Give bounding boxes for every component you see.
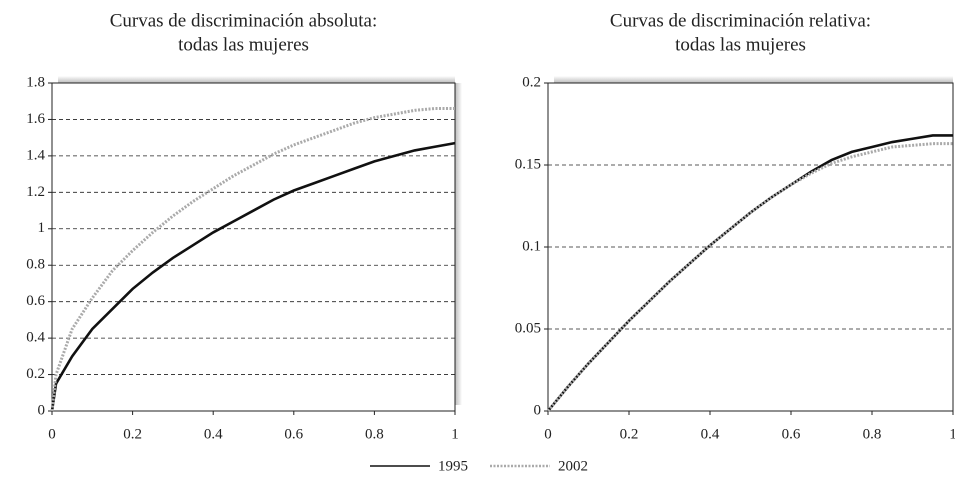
plot-frame <box>51 82 456 412</box>
y-tick-label: 0.1 <box>522 238 541 254</box>
series-line <box>546 142 953 412</box>
series-line <box>50 141 456 412</box>
legend-label: 1995 <box>438 458 468 474</box>
shadow <box>554 76 953 83</box>
x-tick-label: 0.8 <box>863 426 882 442</box>
chart-title: todas las mujeres <box>178 34 309 55</box>
series-line <box>50 107 455 412</box>
y-tick-label: 0.6 <box>26 293 45 309</box>
x-tick-label: 0.6 <box>782 426 801 442</box>
shadow <box>58 76 455 83</box>
y-tick-label: 0.05 <box>515 320 541 336</box>
y-tick-label: 0 <box>38 402 46 418</box>
chart-title: Curvas de discriminación absoluta: <box>110 10 378 31</box>
x-tick-label: 0.2 <box>620 426 639 442</box>
chart-title: todas las mujeres <box>675 34 806 55</box>
y-tick-label: 0.15 <box>515 156 541 172</box>
x-tick-label: 0.4 <box>701 426 720 442</box>
chart-title: Curvas de discriminación relativa: <box>610 10 871 31</box>
y-tick-label: 1.6 <box>26 111 45 127</box>
y-tick-label: 0.4 <box>26 330 45 346</box>
shadow <box>455 83 462 405</box>
x-tick-label: 1 <box>451 426 459 442</box>
x-tick-label: 0.8 <box>365 426 384 442</box>
x-tick-label: 0.4 <box>204 426 223 442</box>
y-tick-label: 1.8 <box>26 74 45 90</box>
x-tick-label: 0.2 <box>123 426 142 442</box>
y-tick-label: 1.2 <box>26 184 45 200</box>
y-tick-label: 0.2 <box>522 74 541 90</box>
y-tick-label: 0.2 <box>26 366 45 382</box>
y-tick-label: 1 <box>38 220 46 236</box>
y-tick-label: 0.8 <box>26 257 45 273</box>
y-tick-label: 0 <box>534 402 542 418</box>
x-tick-label: 0 <box>48 426 56 442</box>
x-tick-label: 0.6 <box>284 426 303 442</box>
legend-label: 2002 <box>558 458 588 474</box>
x-tick-label: 0 <box>544 426 552 442</box>
plot-frame <box>547 82 954 412</box>
plot-area <box>52 83 455 411</box>
x-tick-label: 1 <box>949 426 955 442</box>
y-tick-label: 1.4 <box>26 147 45 163</box>
